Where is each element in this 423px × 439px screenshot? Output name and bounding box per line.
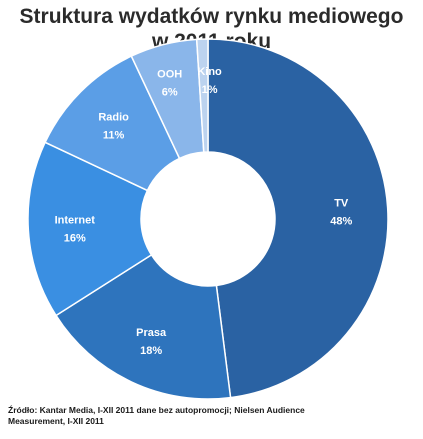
slice-label-radio: Radio [98,112,129,124]
slice-prasa [54,253,232,400]
slices-group [27,38,389,400]
slice-value-internet: 16% [64,232,86,244]
slice-label-tv: TV [334,198,349,210]
slice-value-kino: 1% [202,84,218,96]
slice-label-internet: Internet [55,214,96,226]
slice-radio [44,55,181,192]
labels-group: TV 48% Prasa 18% Internet 16% Radio 11% OOH 6% Kin… [55,66,353,357]
source-line2: Measurement, I-XII 2011 [8,416,104,426]
slice-kino [195,38,209,153]
slice-label-ooh: OOH [157,68,182,80]
slice-tv [207,38,389,399]
slice-internet [27,141,153,317]
slice-value-tv: 48% [330,216,352,228]
slice-value-radio: 11% [103,130,125,142]
slice-label-prasa: Prasa [136,327,167,339]
source-note: Źródło: Kantar Media, I-XII 2011 dane be… [8,405,408,427]
chart-title-line1: Struktura wydatków rynku mediowego [19,5,404,28]
slice-value-ooh: 6% [162,86,178,98]
slice-label-kino: Kino [197,66,222,78]
slice-value-prasa: 18% [140,345,162,357]
source-line1: Źródło: Kantar Media, I-XII 2011 dane be… [8,405,305,415]
